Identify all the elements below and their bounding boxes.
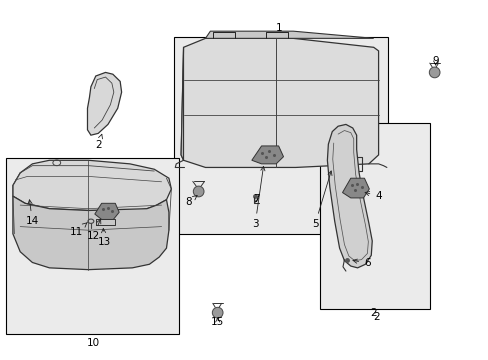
Polygon shape — [181, 39, 378, 167]
Bar — [320, 123, 429, 309]
Text: 15: 15 — [211, 317, 224, 327]
Polygon shape — [87, 72, 122, 135]
Text: 8: 8 — [185, 195, 197, 207]
Bar — [173, 37, 387, 234]
Text: 5: 5 — [311, 171, 331, 229]
Text: 10: 10 — [86, 338, 100, 348]
Polygon shape — [205, 31, 373, 39]
Polygon shape — [327, 125, 371, 268]
Text: 9: 9 — [431, 55, 438, 66]
Ellipse shape — [193, 186, 203, 197]
Polygon shape — [251, 146, 283, 164]
Bar — [5, 158, 178, 334]
Polygon shape — [13, 160, 171, 211]
Text: 2: 2 — [372, 312, 379, 322]
Ellipse shape — [428, 67, 439, 78]
Ellipse shape — [212, 307, 223, 318]
Text: 4: 4 — [365, 191, 381, 201]
Text: 2: 2 — [369, 309, 376, 318]
Text: 12: 12 — [86, 219, 101, 240]
Text: 11: 11 — [69, 222, 87, 237]
Text: 3: 3 — [251, 166, 264, 229]
Polygon shape — [13, 196, 168, 270]
Text: 1: 1 — [275, 23, 282, 33]
Polygon shape — [181, 47, 183, 160]
Text: 2: 2 — [95, 134, 102, 150]
Text: 6: 6 — [352, 258, 370, 268]
Text: 7: 7 — [252, 194, 259, 204]
Text: 13: 13 — [97, 229, 110, 247]
Text: 14: 14 — [26, 200, 39, 226]
Polygon shape — [342, 178, 368, 198]
Polygon shape — [95, 203, 119, 220]
